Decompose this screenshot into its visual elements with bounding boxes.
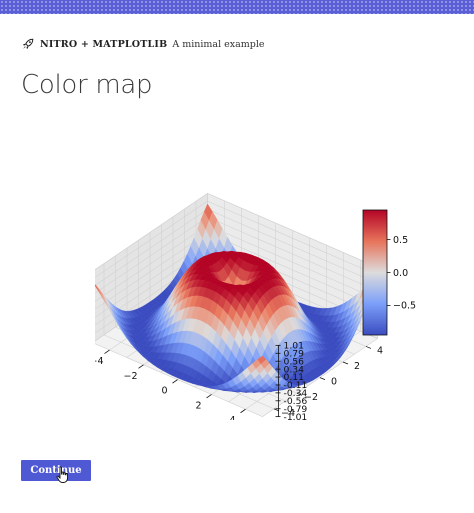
rocket-icon — [23, 38, 34, 49]
surface-plot-svg: 1.010.790.560.340.11-0.11-0.34-0.56-0.79… — [89, 192, 416, 426]
x-tick-label: 4 — [229, 415, 235, 420]
top-accent-bar — [0, 0, 474, 14]
hand-cursor-icon — [56, 466, 68, 483]
colorbar: 0.5 0.0 −0.5 — [362, 209, 416, 336]
y-tick-label: −4 — [281, 408, 295, 419]
z-tick-label: -0.79 — [284, 404, 308, 415]
z-tick-label: 0.34 — [284, 364, 305, 375]
z-tick-label: 0.79 — [284, 348, 305, 359]
surface-mesh — [92, 203, 378, 393]
z-tick-label: 0.11 — [284, 372, 304, 383]
y-tick-label: 0 — [331, 377, 337, 388]
x-tick-label: −2 — [123, 371, 137, 382]
app-header: NITRO + MATPLOTLIB A minimal example — [22, 37, 265, 51]
surface-plot: 1.01 0.79 0.56 0.34 0.11 -0.11 -0.34 -0.56 -0.79… — [89, 150, 425, 426]
app-subtitle: A minimal example — [172, 38, 265, 50]
y-axis: −4 −2 0 2 4 — [273, 345, 383, 419]
x-tick-label: −4 — [95, 356, 104, 367]
colorbar-scale — [362, 209, 388, 336]
page-title: Color map — [21, 70, 153, 100]
y-tick-label: 2 — [354, 361, 360, 372]
colorbar-tick-label: 0.0 — [393, 268, 408, 279]
app-brand: NITRO + MATPLOTLIB — [40, 38, 168, 50]
colorbar-tick-label: −0.5 — [393, 301, 416, 312]
z-tick-label: -0.34 — [284, 388, 308, 399]
continue-button[interactable]: Continue — [21, 460, 91, 481]
x-tick-label: 0 — [161, 386, 167, 397]
z-axis: 1.010.790.560.340.11-0.11-0.34-0.56-0.79… — [275, 341, 308, 423]
y-tick-label: −2 — [304, 392, 318, 403]
x-tick-label: 2 — [195, 400, 201, 411]
z-tick-label: 0.56 — [284, 356, 305, 367]
colorbar-tick-label: 0.5 — [393, 235, 408, 246]
z-tick-label: 1.01 — [284, 341, 304, 352]
z-tick-label: -0.11 — [284, 380, 308, 391]
z-tick-label: -1.01 — [284, 412, 308, 420]
y-tick-label: 4 — [377, 345, 383, 356]
z-tick-label: -0.56 — [284, 396, 308, 407]
